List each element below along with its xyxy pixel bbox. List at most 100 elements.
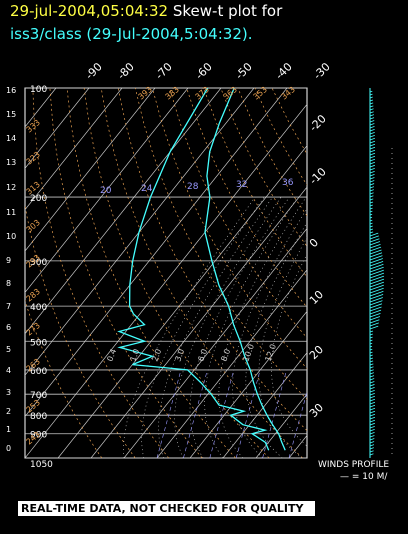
wind-barb bbox=[369, 249, 382, 255]
dry-adiabat-label: 323 bbox=[25, 150, 42, 167]
wind-barb bbox=[369, 398, 376, 402]
wind-barb bbox=[369, 129, 375, 132]
wind-barb bbox=[369, 387, 375, 390]
wind-barb bbox=[369, 164, 375, 168]
dry-adiabat-line bbox=[66, 88, 236, 458]
isotherm-line bbox=[57, 145, 307, 458]
moist-adiabat-line bbox=[232, 208, 307, 458]
wind-barb bbox=[369, 425, 375, 429]
height-km-label: 2 bbox=[6, 407, 11, 416]
height-km-label: 4 bbox=[6, 366, 11, 375]
height-km-label: 12 bbox=[6, 183, 16, 192]
moist-adiabat-label: 6.0 bbox=[196, 348, 209, 363]
temperature-tick-top: -70 bbox=[153, 60, 175, 82]
height-km-label: 11 bbox=[6, 208, 16, 217]
wind-barb bbox=[369, 232, 379, 237]
wind-barb bbox=[369, 155, 376, 159]
wind-barb bbox=[369, 319, 380, 324]
wind-barb bbox=[369, 422, 375, 426]
moist-adiabat-label: 10.0 bbox=[241, 343, 256, 363]
isotherm-line bbox=[123, 227, 307, 458]
wind-barb bbox=[369, 287, 384, 294]
wind-barb bbox=[369, 117, 375, 120]
wind-barb bbox=[369, 207, 373, 210]
dry-adiabat-label: 373 bbox=[194, 85, 211, 102]
wind-barb bbox=[369, 419, 376, 423]
wind-barb bbox=[369, 447, 374, 450]
wind-barb bbox=[369, 96, 373, 99]
mixing-ratio-line bbox=[183, 369, 208, 458]
temperature-tick-top: -30 bbox=[311, 60, 333, 82]
wind-barb bbox=[369, 330, 374, 333]
height-km-label: 9 bbox=[6, 256, 11, 265]
mixing-ratio-line bbox=[235, 369, 261, 458]
thermo-lines bbox=[25, 88, 408, 458]
mixing-ratio-label: 28 bbox=[187, 182, 199, 192]
winds-profile-label: WINDS PROFILE bbox=[318, 460, 390, 470]
wind-barb bbox=[369, 137, 375, 141]
wind-barb bbox=[369, 114, 375, 117]
dry-adiabat-label: 333 bbox=[25, 118, 42, 135]
wind-barb bbox=[369, 369, 374, 372]
wind-barb bbox=[369, 272, 385, 279]
wind-barb bbox=[369, 201, 374, 204]
temperature-tick-top: -80 bbox=[115, 60, 137, 82]
moist-adiabat-line bbox=[158, 196, 273, 458]
wind-barb bbox=[369, 450, 374, 453]
wind-barb bbox=[369, 216, 373, 219]
wind-barb bbox=[369, 140, 376, 144]
wind-barb bbox=[369, 407, 376, 411]
wind-barb bbox=[369, 123, 375, 126]
wind-barb bbox=[369, 316, 381, 321]
wind-barb bbox=[369, 290, 384, 297]
wind-barb bbox=[369, 389, 375, 393]
wind-barb bbox=[369, 294, 384, 300]
mixing-ratio-line bbox=[288, 390, 307, 458]
isotherm-line bbox=[25, 88, 189, 294]
dry-adiabat-line bbox=[134, 88, 307, 400]
moist-adiabat-line bbox=[204, 196, 298, 458]
wind-barb bbox=[369, 395, 375, 399]
wind-barb bbox=[369, 210, 373, 213]
wind-barb bbox=[369, 108, 374, 111]
wind-barb bbox=[369, 195, 374, 198]
temperature-tick-top: -90 bbox=[83, 60, 105, 82]
pressure-label: 100 bbox=[30, 85, 47, 95]
isotherm-line bbox=[322, 88, 408, 458]
mixing-ratio-label: 20 bbox=[100, 186, 112, 196]
moist-adiabat-line bbox=[174, 196, 282, 458]
dry-adiabat-label: 343 bbox=[280, 85, 297, 102]
wind-barb bbox=[369, 105, 374, 108]
dry-adiabat-label: 353 bbox=[252, 85, 269, 102]
dry-adiabat-line bbox=[25, 299, 103, 458]
title-text: Skew-t plot for bbox=[172, 2, 283, 20]
height-km-label: 14 bbox=[6, 134, 16, 143]
wind-barb bbox=[369, 428, 375, 432]
dry-adiabat-label: 383 bbox=[164, 85, 181, 102]
wind-barb bbox=[369, 435, 375, 438]
wind-barb bbox=[369, 258, 383, 264]
height-km-label: 16 bbox=[6, 86, 16, 95]
wind-barb bbox=[369, 131, 375, 135]
height-km-label: 8 bbox=[6, 279, 11, 288]
wind-barb bbox=[369, 441, 375, 444]
wind-barb bbox=[369, 306, 382, 312]
isotherm-line bbox=[25, 88, 288, 418]
pressure-label: 300 bbox=[30, 258, 47, 268]
title-datetime: 29-jul-2004,05:04:32 bbox=[10, 2, 169, 20]
height-km-label: 3 bbox=[6, 388, 11, 397]
height-km-label: 7 bbox=[6, 302, 11, 311]
wind-barb bbox=[369, 300, 383, 306]
wind-barb bbox=[369, 366, 374, 369]
wind-barb bbox=[369, 102, 374, 105]
wind-barb bbox=[369, 312, 381, 318]
wind-barb bbox=[369, 177, 375, 180]
pressure-label: 200 bbox=[30, 194, 47, 204]
wind-barb bbox=[369, 432, 375, 435]
wind-barb bbox=[369, 241, 381, 246]
moist-adiabat-line bbox=[245, 221, 307, 458]
wind-barb bbox=[369, 372, 375, 375]
temperature-tick-right: 10 bbox=[307, 288, 326, 307]
isotherm-line bbox=[156, 269, 307, 458]
